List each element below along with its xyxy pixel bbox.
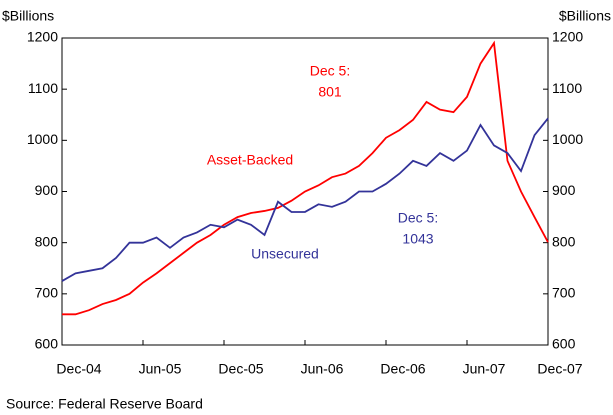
y-tick-label: 600 <box>35 336 59 352</box>
y2-axis-label: $Billions <box>559 8 611 24</box>
x-tick-label: Jun-05 <box>139 361 182 377</box>
annotation: Dec 5: <box>310 63 350 79</box>
source: Source: Federal Reserve Board <box>6 396 203 412</box>
y-axis-label: $Billions <box>2 8 54 24</box>
y-tick-label: 900 <box>35 182 59 198</box>
y2-tick-label: 600 <box>552 336 576 352</box>
y2-tick-label: 900 <box>552 182 576 198</box>
annotation: 801 <box>318 84 342 100</box>
annotation: Asset-Backed <box>207 152 293 168</box>
y-tick-label: 1100 <box>28 80 58 96</box>
x-tick-label: Dec-06 <box>380 361 425 377</box>
y2-tick-label: 1200 <box>552 29 583 45</box>
annotation: Dec 5: <box>398 210 438 226</box>
x-tick-label: Dec-07 <box>537 361 582 377</box>
annotation: Unsecured <box>251 246 319 262</box>
y-tick-label: 1000 <box>27 131 58 147</box>
y2-tick-label: 800 <box>552 233 576 249</box>
y2-tick-label: 700 <box>552 285 576 301</box>
x-tick-label: Dec-04 <box>56 361 101 377</box>
line-series <box>61 117 549 282</box>
x-tick-label: Jun-06 <box>301 361 344 377</box>
y2-tick-label: 1100 <box>552 80 582 96</box>
x-tick-label: Dec-05 <box>218 361 263 377</box>
line-series <box>62 40 549 316</box>
y2-tick-label: 1000 <box>552 131 583 147</box>
y-tick-label: 800 <box>35 233 59 249</box>
annotation: 1043 <box>402 231 433 247</box>
y-tick-label: 700 <box>35 285 59 301</box>
y-tick-label: 1200 <box>27 29 58 45</box>
x-tick-label: Jun-07 <box>463 361 506 377</box>
